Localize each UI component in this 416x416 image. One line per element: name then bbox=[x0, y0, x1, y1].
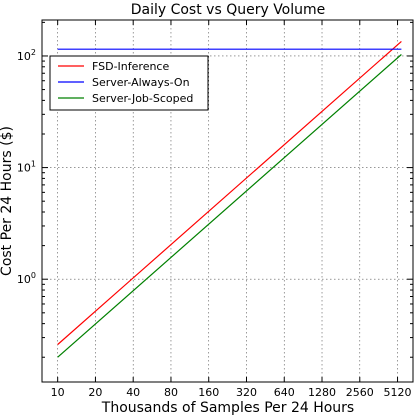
x-axis-label: Thousands of Samples Per 24 Hours bbox=[101, 400, 354, 416]
x-tick-label: 1280 bbox=[308, 386, 336, 399]
axis-ticks: 10 20 40 80 160 320 640 1280 2560 5120 100 101 102 bbox=[17, 20, 413, 399]
y-axis-label: Cost Per 24 Hours ($) bbox=[0, 126, 15, 276]
chart-title: Daily Cost vs Query Volume bbox=[131, 2, 326, 18]
legend-label: FSD-Inference bbox=[92, 60, 169, 73]
x-tick-label: 160 bbox=[198, 386, 219, 399]
x-tick-label: 10 bbox=[51, 386, 65, 399]
x-tick-label: 320 bbox=[236, 386, 257, 399]
x-tick-label: 20 bbox=[88, 386, 102, 399]
x-tick-label: 640 bbox=[274, 386, 295, 399]
legend: FSD-Inference Server-Always-On Server-Job-… bbox=[49, 55, 209, 111]
x-tick-label: 40 bbox=[126, 386, 140, 399]
x-tick-label: 80 bbox=[164, 386, 178, 399]
y-tick-label: 101 bbox=[17, 160, 36, 175]
y-tick-label: 100 bbox=[17, 271, 36, 286]
series-line bbox=[57, 54, 402, 358]
series-line bbox=[57, 40, 402, 345]
legend-label: Server-Always-On bbox=[92, 76, 190, 89]
y-tick-label: 102 bbox=[17, 48, 36, 63]
legend-label: Server-Job-Scoped bbox=[92, 92, 193, 105]
x-tick-label: 5120 bbox=[384, 386, 412, 399]
x-tick-label: 2560 bbox=[346, 386, 374, 399]
legend-box bbox=[49, 55, 209, 111]
series-layer bbox=[57, 40, 402, 358]
